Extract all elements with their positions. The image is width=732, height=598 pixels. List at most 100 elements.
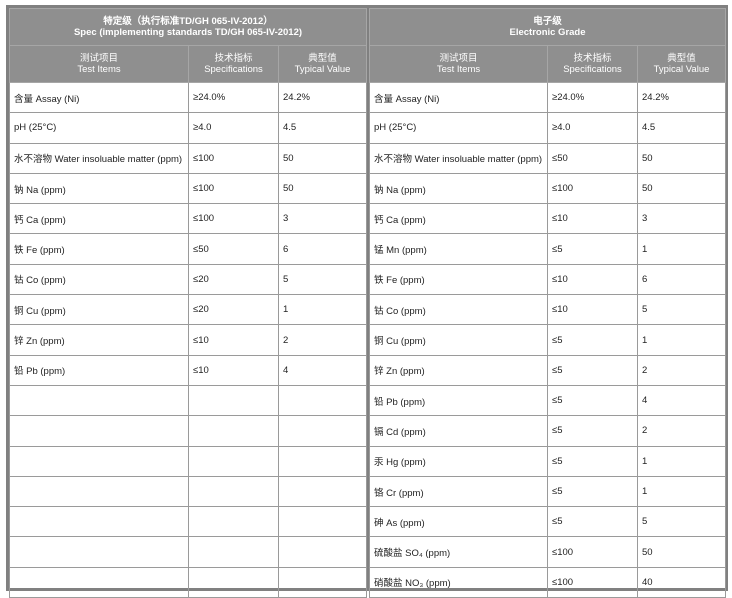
specification-cell: ≤5 <box>547 324 638 356</box>
table-row: 铅 Pb (ppm) ≤10 4 <box>9 354 368 386</box>
typical-value-cell: 50 <box>277 142 368 174</box>
specification-cell: ≤5 <box>547 384 638 417</box>
column-header-cn: 技术指标 <box>214 53 253 64</box>
typical-value-cell: 6 <box>637 263 726 296</box>
specification-cell: ≤50 <box>188 233 279 265</box>
specification-cell: ≤100 <box>547 536 638 568</box>
column-header-cn: 测试项目 <box>79 53 118 64</box>
specification-cell: ≤20 <box>188 294 279 326</box>
test-item-cell <box>9 384 189 417</box>
column-header-en: Typical Value <box>294 64 351 75</box>
test-item-cell: 硫酸盐 SO₄ (ppm) <box>369 536 548 568</box>
typical-value-cell: 2 <box>277 324 368 356</box>
table-row: 铜 Cu (ppm) ≤20 1 <box>9 294 368 326</box>
test-item-cell: 铁 Fe (ppm) <box>369 263 548 296</box>
test-item-cell: 水不溶物 Water insoluable matter (ppm) <box>369 142 548 174</box>
column-header-en: Test Items <box>77 64 121 75</box>
column-header: 典型值 Typical Value <box>637 45 726 83</box>
typical-value-cell <box>277 536 368 568</box>
specification-cell: ≤5 <box>547 233 638 265</box>
grade-title-en: Spec (implementing standards TD/GH 065-I… <box>73 27 303 38</box>
typical-value-cell: 1 <box>637 324 726 356</box>
specification-cell: ≤50 <box>547 142 638 174</box>
test-item-cell: 钠 Na (ppm) <box>9 172 189 205</box>
typical-value-cell <box>277 445 368 477</box>
typical-value-cell: 5 <box>637 506 726 538</box>
table-row: 水不溶物 Water insoluable matter (ppm) ≤50 50 <box>369 142 726 174</box>
column-header: 测试项目 Test Items <box>369 45 548 83</box>
test-item-cell: 铜 Cu (ppm) <box>9 294 189 326</box>
test-item-cell: 汞 Hg (ppm) <box>369 445 548 477</box>
table-row: 钠 Na (ppm) ≤100 50 <box>9 172 368 205</box>
grade-title: 特定级（执行标准TD/GH 065-IV-2012） Spec (implemen… <box>8 8 368 46</box>
typical-value-cell: 24.2% <box>277 81 368 114</box>
column-header: 典型值 Typical Value <box>277 45 368 83</box>
test-item-cell <box>9 536 189 568</box>
test-item-cell: 硝酸盐 NO₃ (ppm) <box>369 566 548 598</box>
test-item-cell: 钠 Na (ppm) <box>369 172 548 205</box>
typical-value-cell <box>277 384 368 417</box>
typical-value-cell: 5 <box>637 294 726 326</box>
table-row: 钙 Ca (ppm) ≤100 3 <box>9 203 368 235</box>
test-item-cell <box>9 445 189 477</box>
typical-value-cell: 50 <box>637 536 726 568</box>
grade-title-cn: 电子级 <box>533 16 562 27</box>
specification-cell: ≤10 <box>547 294 638 326</box>
table-row: 镉 Cd (ppm) ≤5 2 <box>369 415 726 447</box>
column-header-cn: 典型值 <box>308 53 337 64</box>
table-row: 铜 Cu (ppm) ≤5 1 <box>369 324 726 356</box>
table-row: 砷 As (ppm) ≤5 5 <box>369 506 726 538</box>
specification-cell: ≤100 <box>188 203 279 235</box>
typical-value-cell: 50 <box>637 142 726 174</box>
typical-value-cell: 5 <box>277 263 368 296</box>
specification-cell: ≤10 <box>547 263 638 296</box>
specification-cell: ≥24.0% <box>188 81 279 114</box>
typical-value-cell <box>277 475 368 508</box>
test-item-cell: 锌 Zn (ppm) <box>9 324 189 356</box>
table-row: 钙 Ca (ppm) ≤10 3 <box>369 203 726 235</box>
typical-value-cell: 1 <box>277 294 368 326</box>
typical-value-cell <box>277 566 368 598</box>
test-item-cell: 铅 Pb (ppm) <box>9 354 189 386</box>
specification-cell <box>188 445 279 477</box>
test-item-cell: 铅 Pb (ppm) <box>369 384 548 417</box>
typical-value-cell: 1 <box>637 475 726 508</box>
specification-cell <box>188 566 279 598</box>
table-row: 汞 Hg (ppm) ≤5 1 <box>369 445 726 477</box>
table-row: 钴 Co (ppm) ≤20 5 <box>9 263 368 296</box>
table-row <box>9 475 368 508</box>
table-row <box>9 384 368 417</box>
table-row: 锌 Zn (ppm) ≤5 2 <box>369 354 726 386</box>
test-item-cell: 钙 Ca (ppm) <box>9 203 189 235</box>
test-item-cell: pH (25°C) <box>9 112 189 144</box>
table-row: pH (25°C) ≥4.0 4.5 <box>9 112 368 144</box>
column-header-en: Specifications <box>204 64 263 75</box>
test-item-cell: 锌 Zn (ppm) <box>369 354 548 386</box>
table-row: 硝酸盐 NO₃ (ppm) ≤100 40 <box>369 566 726 598</box>
table-row: 含量 Assay (Ni) ≥24.0% 24.2% <box>369 81 726 114</box>
specification-cell: ≥24.0% <box>547 81 638 114</box>
table-row: 钠 Na (ppm) ≤100 50 <box>369 172 726 205</box>
test-item-cell: 铁 Fe (ppm) <box>9 233 189 265</box>
typical-value-cell: 6 <box>277 233 368 265</box>
grade-title-cn: 特定级（执行标准TD/GH 065-IV-2012） <box>103 16 273 27</box>
test-item-cell <box>9 415 189 447</box>
column-header-cn: 技术指标 <box>573 53 612 64</box>
specification-cell <box>188 536 279 568</box>
specification-cell <box>188 384 279 417</box>
typical-value-cell: 4 <box>277 354 368 386</box>
test-item-cell: 铬 Cr (ppm) <box>369 475 548 508</box>
column-header: 技术指标 Specifications <box>188 45 279 83</box>
column-header: 测试项目 Test Items <box>9 45 189 83</box>
typical-value-cell: 1 <box>637 233 726 265</box>
electronic-grade-table: 电子级 Electronic Grade 测试项目 Test Items 技术指标 Spe… <box>369 8 726 598</box>
table-row: 铬 Cr (ppm) ≤5 1 <box>369 475 726 508</box>
column-header-cn: 典型值 <box>667 53 696 64</box>
test-item-cell: 钴 Co (ppm) <box>9 263 189 296</box>
test-item-cell: 钴 Co (ppm) <box>369 294 548 326</box>
typical-value-cell: 3 <box>637 203 726 235</box>
typical-value-cell <box>277 506 368 538</box>
table-row <box>9 506 368 538</box>
column-header-cn: 测试项目 <box>439 53 478 64</box>
specification-cell: ≤100 <box>547 566 638 598</box>
